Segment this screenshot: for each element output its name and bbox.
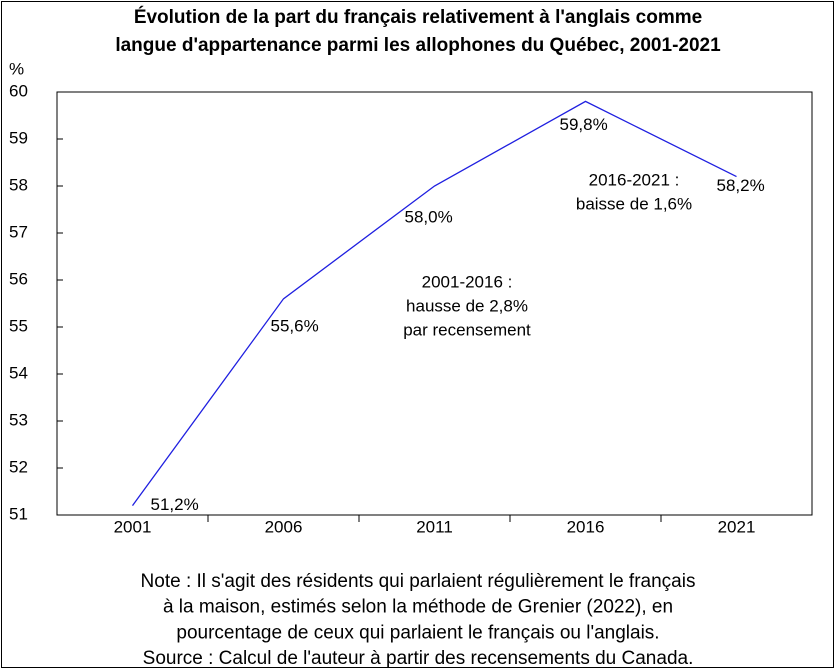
annotation: par recensement <box>403 320 531 339</box>
data-label: 58,2% <box>717 176 765 195</box>
annotation: hausse de 2,8% <box>406 296 528 315</box>
x-tick-label: 2021 <box>718 517 756 536</box>
data-label: 59,8% <box>560 115 608 134</box>
note: Note : Il s'agit des résidents qui parla… <box>141 571 696 592</box>
annotation: 2016-2021 : <box>589 170 680 189</box>
y-tick-label: 54 <box>9 363 28 382</box>
annotation: 2001-2016 : <box>422 272 513 291</box>
note: Source : Calcul de l'auteur à partir des… <box>143 648 694 669</box>
x-tick-label: 2001 <box>114 517 152 536</box>
data-label: 51,2% <box>151 495 199 514</box>
chart-title: Évolution de la part du français relativ… <box>134 6 702 28</box>
y-tick-label: 51 <box>9 504 28 523</box>
annotation: baisse de 1,6% <box>576 194 692 213</box>
note: à la maison, estimés selon la méthode de… <box>163 597 673 618</box>
y-tick-label: 55 <box>9 316 28 335</box>
x-tick-label: 2006 <box>265 517 303 536</box>
x-tick-label: 2016 <box>567 517 605 536</box>
y-tick-label: 56 <box>9 269 28 288</box>
y-tick-label: 59 <box>9 128 28 147</box>
y-axis-label: % <box>9 59 24 78</box>
y-tick-label: 52 <box>9 457 28 476</box>
chart-title: langue d'appartenance parmi les allophon… <box>115 35 721 56</box>
note: pourcentage de ceux qui parlaient le fra… <box>176 622 659 643</box>
data-label: 55,6% <box>271 316 319 335</box>
data-label: 58,0% <box>405 207 453 226</box>
y-tick-label: 57 <box>9 222 28 241</box>
line <box>131 100 737 506</box>
y-tick-label: 60 <box>9 81 28 100</box>
x-tick-label: 2011 <box>416 517 453 536</box>
plot-frame <box>56 91 813 516</box>
y-tick-label: 53 <box>9 410 28 429</box>
y-tick-label: 58 <box>9 175 28 194</box>
